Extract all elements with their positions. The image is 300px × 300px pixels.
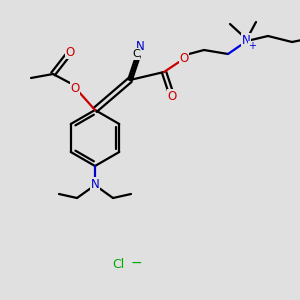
Text: N: N: [136, 40, 144, 53]
Text: O: O: [70, 82, 80, 94]
Text: N: N: [242, 34, 250, 46]
Text: Cl: Cl: [112, 259, 124, 272]
Text: C: C: [132, 49, 140, 59]
Text: O: O: [167, 89, 177, 103]
Text: N: N: [91, 178, 99, 190]
Text: O: O: [65, 46, 75, 59]
Text: O: O: [179, 52, 189, 64]
Text: +: +: [248, 41, 256, 51]
Text: −: −: [130, 256, 142, 270]
